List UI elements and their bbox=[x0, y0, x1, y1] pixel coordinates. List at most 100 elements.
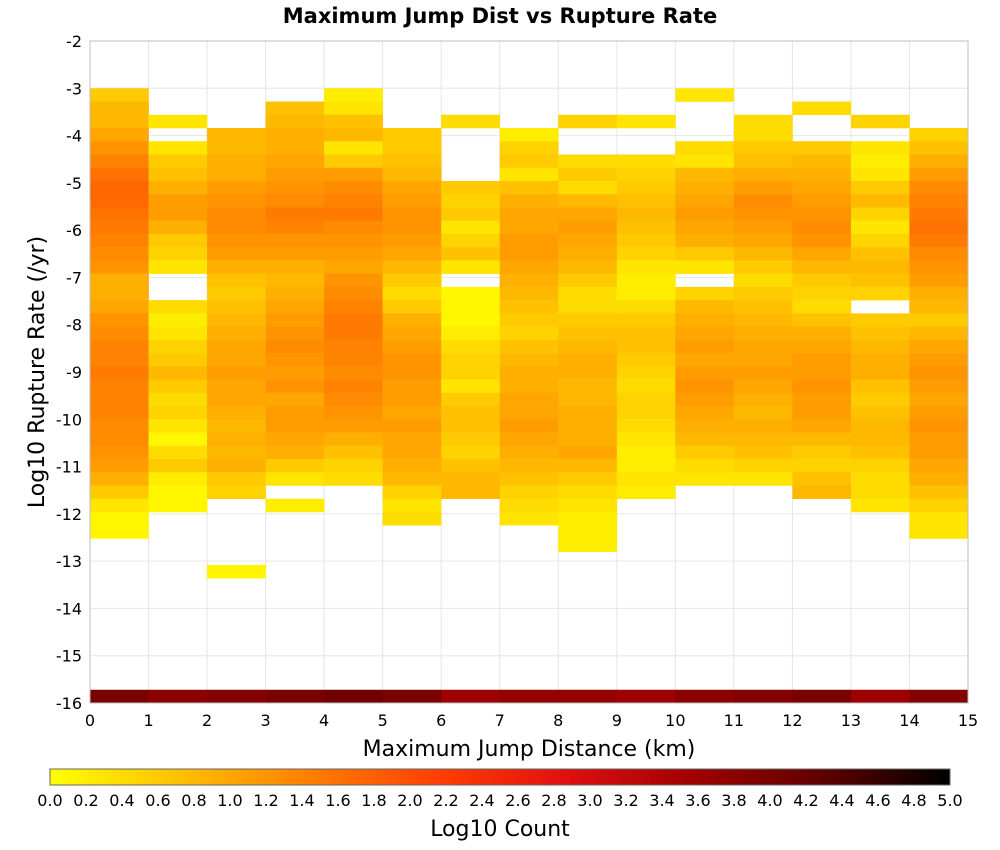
heatmap-cell bbox=[441, 194, 501, 208]
heatmap-cell bbox=[616, 406, 676, 420]
heatmap-cell bbox=[733, 167, 793, 182]
y-axis-title: Log10 Rupture Rate (/yr) bbox=[25, 236, 50, 508]
heatmap-baseline-cell bbox=[558, 689, 618, 703]
heatmap-cell bbox=[733, 286, 793, 301]
heatmap-cell bbox=[148, 392, 208, 407]
heatmap-cell bbox=[90, 88, 149, 102]
heatmap-cell bbox=[207, 445, 266, 460]
heatmap-cell bbox=[675, 445, 735, 460]
heatmap-cell bbox=[792, 379, 852, 394]
heatmap-cell bbox=[792, 273, 852, 288]
heatmap-cell bbox=[90, 300, 149, 314]
heatmap-cell bbox=[675, 260, 735, 274]
heatmap-cell bbox=[733, 154, 793, 169]
heatmap-cell bbox=[792, 207, 852, 221]
heatmap-cell bbox=[792, 406, 852, 420]
y-tick-label: -5 bbox=[66, 174, 82, 193]
heatmap-cell bbox=[733, 353, 793, 367]
heatmap-cell bbox=[441, 339, 501, 354]
heatmap-cell bbox=[382, 300, 442, 314]
heatmap-cell bbox=[441, 114, 501, 129]
heatmap-cell bbox=[499, 154, 559, 169]
heatmap-cell bbox=[382, 472, 442, 486]
heatmap-cell bbox=[733, 247, 793, 261]
heatmap-cell bbox=[558, 207, 618, 221]
heatmap-cell bbox=[324, 432, 383, 447]
colorbar bbox=[49, 768, 951, 786]
y-tick-label: -6 bbox=[66, 221, 82, 240]
heatmap-cell bbox=[207, 564, 266, 579]
heatmap-cell bbox=[441, 220, 501, 235]
heatmap-cell bbox=[441, 233, 501, 248]
heatmap-cell bbox=[265, 114, 325, 129]
heatmap-cell bbox=[616, 472, 676, 486]
heatmap-cell bbox=[265, 498, 325, 513]
heatmap-cell bbox=[850, 167, 910, 182]
y-tick-label: -7 bbox=[66, 268, 82, 287]
heatmap-cell bbox=[382, 286, 442, 301]
heatmap-cell bbox=[499, 273, 559, 288]
heatmap-cell bbox=[324, 379, 383, 394]
heatmap-cell bbox=[324, 220, 383, 235]
heatmap-cell bbox=[499, 207, 559, 221]
heatmap-cell bbox=[382, 511, 442, 526]
heatmap-cell bbox=[499, 406, 559, 420]
heatmap-cell bbox=[792, 326, 852, 341]
heatmap-cell bbox=[90, 366, 149, 380]
heatmap-cell bbox=[616, 194, 676, 208]
heatmap-cell bbox=[733, 273, 793, 288]
heatmap-cell bbox=[499, 392, 559, 407]
heatmap-cell bbox=[909, 286, 969, 301]
heatmap-cell bbox=[441, 366, 501, 380]
heatmap-cell bbox=[616, 419, 676, 433]
y-tick-label: -11 bbox=[56, 458, 82, 477]
heatmap-cell bbox=[265, 260, 325, 274]
x-tick-label: 12 bbox=[782, 711, 802, 730]
heatmap-cell bbox=[148, 141, 208, 155]
heatmap-cell bbox=[733, 300, 793, 314]
heatmap-cell bbox=[265, 419, 325, 433]
heatmap-cell bbox=[382, 445, 442, 460]
x-tick-label: 14 bbox=[899, 711, 919, 730]
heatmap-cell bbox=[148, 194, 208, 208]
colorbar-tick-label: 3.2 bbox=[613, 791, 638, 810]
heatmap-cell bbox=[441, 406, 501, 420]
heatmap-cell bbox=[324, 101, 383, 116]
heatmap-cell bbox=[675, 353, 735, 367]
heatmap-cell bbox=[382, 207, 442, 221]
heatmap-cell bbox=[909, 419, 969, 433]
heatmap-cell bbox=[148, 459, 208, 473]
heatmap-cell bbox=[558, 313, 618, 327]
heatmap-cell bbox=[733, 180, 793, 195]
colorbar-tick-label: 3.6 bbox=[685, 791, 710, 810]
colorbar-tick-label: 2.2 bbox=[433, 791, 458, 810]
heatmap-cell bbox=[909, 366, 969, 380]
x-tick-label: 15 bbox=[958, 711, 978, 730]
heatmap-cell bbox=[792, 101, 852, 116]
heatmap-cell bbox=[850, 432, 910, 447]
heatmap-cell bbox=[90, 114, 149, 129]
chart-title: Maximum Jump Dist vs Rupture Rate bbox=[283, 4, 717, 28]
heatmap-cell bbox=[441, 247, 501, 261]
heatmap-cell bbox=[324, 300, 383, 314]
heatmap-cell bbox=[675, 300, 735, 314]
x-tick-label: 0 bbox=[85, 711, 95, 730]
heatmap-cell bbox=[850, 379, 910, 394]
heatmap-cells bbox=[90, 88, 969, 703]
heatmap-cell bbox=[792, 300, 852, 314]
heatmap-cell bbox=[909, 313, 969, 327]
heatmap-cell bbox=[616, 273, 676, 288]
heatmap-cell bbox=[148, 432, 208, 447]
heatmap-cell bbox=[324, 326, 383, 341]
heatmap-cell bbox=[382, 459, 442, 473]
heatmap-cell bbox=[675, 233, 735, 248]
heatmap-cell bbox=[441, 313, 501, 327]
heatmap-cell bbox=[733, 128, 793, 142]
heatmap-cell bbox=[207, 300, 266, 314]
heatmap-cell bbox=[675, 154, 735, 169]
heatmap-cell bbox=[499, 445, 559, 460]
heatmap-cell bbox=[909, 353, 969, 367]
heatmap-cell bbox=[499, 260, 559, 274]
heatmap-cell bbox=[207, 419, 266, 433]
heatmap-cell bbox=[90, 247, 149, 261]
